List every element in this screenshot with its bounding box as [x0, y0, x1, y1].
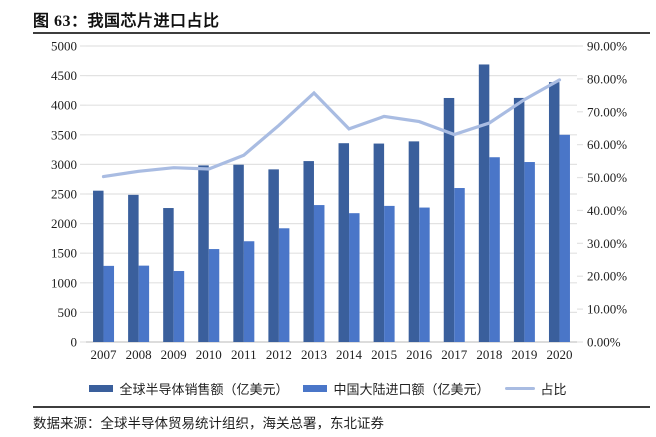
x-axis-category-label: 2020: [546, 347, 572, 362]
bar-china-imports-2009: [173, 271, 185, 342]
legend-item-global-sales: 全球半导体销售额（亿美元）: [89, 379, 288, 398]
legend-label-china-imports: 中国大陆进口额（亿美元）: [333, 382, 490, 397]
left-axis-tick-label: 4000: [51, 98, 77, 113]
legend-label-share: 占比: [540, 382, 567, 397]
bar-global-sales-2008: [128, 194, 139, 342]
legend-bar-swatch-icon: [303, 385, 328, 392]
x-axis-category-label: 2009: [161, 347, 187, 362]
bar-china-imports-2011: [243, 241, 255, 342]
x-axis-category-label: 2013: [301, 347, 327, 362]
right-axis-tick-label: 30.00%: [587, 236, 627, 251]
x-axis-category-label: 2015: [371, 347, 397, 362]
x-axis-category-label: 2010: [196, 347, 222, 362]
bar-global-sales-2010: [198, 165, 209, 342]
bar-global-sales-2012: [268, 169, 279, 342]
bar-china-imports-2013: [313, 205, 325, 342]
right-axis-tick-label: 90.00%: [587, 39, 627, 54]
x-axis-category-label: 2007: [91, 347, 118, 362]
bar-china-imports-2016: [419, 207, 430, 342]
left-axis-tick-label: 2500: [51, 187, 77, 202]
right-axis-tick-label: 70.00%: [587, 104, 627, 119]
legend-bar-swatch-icon: [89, 385, 114, 392]
right-axis-tick-label: 0.00%: [587, 335, 621, 350]
right-axis-tick-label: 80.00%: [587, 71, 627, 86]
legend-label-global-sales: 全球半导体销售额（亿美元）: [119, 382, 289, 397]
bar-global-sales-2014: [338, 143, 350, 342]
figure-title: 图 63：我国芯片进口占比: [33, 13, 220, 30]
left-axis-tick-label: 1000: [51, 275, 77, 290]
chart-canvas: 0 500 1000 1500 2000 2500 3000 3500 4000 4500 5000…: [51, 39, 627, 363]
bar-global-sales-2018: [478, 64, 490, 342]
source-note: 数据来源：全球半导体贸易统计组织，海关总署，东北证券: [33, 416, 384, 431]
bar-global-sales-2020: [548, 82, 560, 342]
right-axis-tick-label: 10.00%: [587, 302, 627, 317]
bar-global-sales-2015: [373, 143, 385, 342]
legend-item-share: 占比: [504, 379, 567, 398]
left-axis-tick-label: 4500: [51, 68, 77, 83]
right-axis-tick-label: 40.00%: [587, 203, 627, 218]
bar-global-sales-2017: [443, 97, 455, 342]
right-axis-tick-label: 50.00%: [587, 170, 627, 185]
left-axis-tick-label: 2000: [51, 216, 77, 231]
bar-china-imports-2015: [384, 205, 395, 342]
left-axis-tick-label: 500: [58, 305, 78, 320]
left-axis-tick-label: 1500: [51, 246, 77, 261]
bar-global-sales-2016: [408, 141, 420, 342]
legend-line-swatch-icon: [504, 387, 535, 390]
bar-china-imports-2020: [559, 134, 570, 342]
bar-global-sales-2011: [233, 164, 244, 342]
bar-global-sales-2007: [93, 190, 104, 342]
x-axis-category-label: 2008: [126, 347, 152, 362]
x-axis-category-label: 2019: [511, 347, 537, 362]
legend-item-china-imports: 中国大陆进口额（亿美元）: [303, 379, 490, 398]
bar-china-imports-2007: [103, 265, 115, 342]
source-divider: [33, 406, 650, 408]
left-axis-tick-label: 3000: [51, 157, 77, 172]
bar-china-imports-2012: [278, 228, 290, 342]
chart-legend: 全球半导体销售额（亿美元） 中国大陆进口额（亿美元） 占比: [0, 379, 656, 398]
x-axis-category-label: 2012: [266, 347, 292, 362]
title-divider: [33, 32, 650, 34]
bar-china-imports-2010: [208, 249, 220, 342]
x-axis-category-label: 2016: [406, 347, 433, 362]
x-axis-category-label: 2018: [476, 347, 502, 362]
left-axis-tick-label: 5000: [51, 39, 77, 54]
left-axis-tick-label: 3500: [51, 127, 77, 142]
bar-china-imports-2017: [454, 188, 465, 342]
bar-global-sales-2009: [163, 208, 174, 342]
bar-global-sales-2019: [513, 97, 525, 342]
bar-china-imports-2008: [138, 265, 150, 342]
x-axis-category-label: 2017: [441, 347, 468, 362]
bar-china-imports-2019: [524, 162, 535, 342]
x-axis-category-label: 2014: [336, 347, 363, 362]
right-axis-tick-label: 60.00%: [587, 137, 627, 152]
x-axis-category-label: 2011: [231, 347, 257, 362]
bar-global-sales-2013: [303, 161, 314, 342]
share-line: [101, 78, 562, 179]
bar-china-imports-2018: [489, 157, 500, 342]
bar-china-imports-2014: [349, 213, 360, 342]
left-axis-tick-label: 0: [71, 335, 78, 350]
right-axis-tick-label: 20.00%: [587, 269, 627, 284]
